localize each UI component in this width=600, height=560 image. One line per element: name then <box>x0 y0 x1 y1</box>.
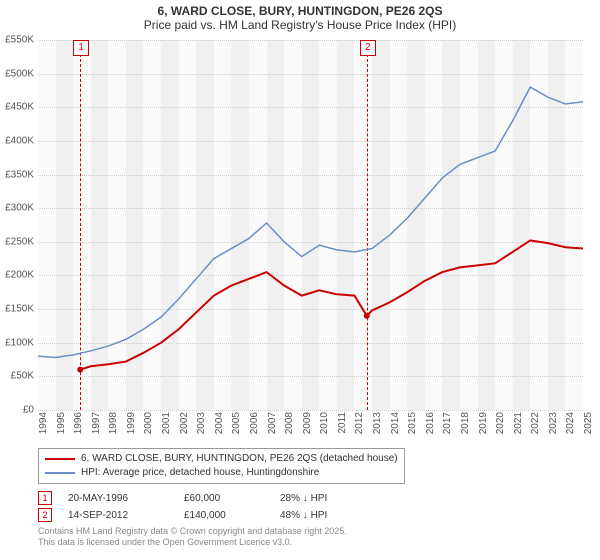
x-tick-label: 2005 <box>231 412 242 434</box>
x-tick-label: 2014 <box>390 412 401 434</box>
x-tick-label: 2004 <box>214 412 225 434</box>
x-tick-label: 1997 <box>91 412 102 434</box>
title-block: 6, WARD CLOSE, BURY, HUNTINGDON, PE26 2Q… <box>0 0 600 34</box>
tx-marker: 2 <box>38 508 52 522</box>
y-tick-label: £200K <box>0 270 34 281</box>
footnote-line2: This data is licensed under the Open Gov… <box>38 537 583 548</box>
x-tick-label: 2012 <box>354 412 365 434</box>
x-tick-label: 2003 <box>196 412 207 434</box>
x-tick-label: 2001 <box>161 412 172 434</box>
x-tick-label: 2013 <box>372 412 383 434</box>
title-line2: Price paid vs. HM Land Registry's House … <box>0 18 600 32</box>
y-tick-label: £150K <box>0 304 34 315</box>
series-property <box>80 240 583 369</box>
x-tick-label: 2022 <box>530 412 541 434</box>
x-tick-label: 1998 <box>108 412 119 434</box>
title-line1: 6, WARD CLOSE, BURY, HUNTINGDON, PE26 2Q… <box>0 4 600 18</box>
x-tick-label: 2010 <box>319 412 330 434</box>
x-tick-label: 2016 <box>425 412 436 434</box>
x-tick-label: 2019 <box>478 412 489 434</box>
y-tick-label: £50K <box>0 371 34 382</box>
y-tick-label: £450K <box>0 102 34 113</box>
x-tick-label: 2018 <box>460 412 471 434</box>
swatch-hpi <box>45 472 75 474</box>
y-tick-label: £400K <box>0 135 34 146</box>
legend-footer: 6, WARD CLOSE, BURY, HUNTINGDON, PE26 2Q… <box>38 448 583 548</box>
y-tick-label: £550K <box>0 35 34 46</box>
tx-date: 20-MAY-1996 <box>68 493 168 504</box>
x-tick-label: 1995 <box>56 412 67 434</box>
swatch-property <box>45 458 75 460</box>
x-tick-label: 2007 <box>267 412 278 434</box>
footnote-line1: Contains HM Land Registry data © Crown c… <box>38 526 583 537</box>
tx-marker: 1 <box>38 491 52 505</box>
y-tick-label: £500K <box>0 68 34 79</box>
tx-date: 14-SEP-2012 <box>68 510 168 521</box>
x-tick-label: 2008 <box>284 412 295 434</box>
legend-label-hpi: HPI: Average price, detached house, Hunt… <box>81 466 319 480</box>
x-tick-label: 1996 <box>73 412 84 434</box>
legend-label-property: 6, WARD CLOSE, BURY, HUNTINGDON, PE26 2Q… <box>81 452 398 466</box>
x-tick-label: 2000 <box>143 412 154 434</box>
legend-row-hpi: HPI: Average price, detached house, Hunt… <box>45 466 398 480</box>
x-tick-label: 2025 <box>583 412 594 434</box>
chart-lines <box>38 40 583 410</box>
x-tick-label: 2021 <box>513 412 524 434</box>
tx-price: £140,000 <box>184 510 264 521</box>
chart-container: 6, WARD CLOSE, BURY, HUNTINGDON, PE26 2Q… <box>0 0 600 560</box>
x-tick-label: 1999 <box>126 412 137 434</box>
y-tick-label: £300K <box>0 203 34 214</box>
series-hpi <box>38 87 583 357</box>
legend-row-property: 6, WARD CLOSE, BURY, HUNTINGDON, PE26 2Q… <box>45 452 398 466</box>
sale-dot-2 <box>364 313 370 319</box>
tx-delta: 48% ↓ HPI <box>280 510 327 521</box>
y-tick-label: £250K <box>0 236 34 247</box>
x-tick-label: 2009 <box>302 412 313 434</box>
x-tick-label: 2011 <box>337 412 348 434</box>
transaction-row: 1 20-MAY-1996 £60,000 28% ↓ HPI <box>38 491 583 505</box>
y-tick-label: £350K <box>0 169 34 180</box>
tx-price: £60,000 <box>184 493 264 504</box>
x-tick-label: 2017 <box>442 412 453 434</box>
x-tick-label: 2002 <box>179 412 190 434</box>
tx-delta: 28% ↓ HPI <box>280 493 327 504</box>
footnote: Contains HM Land Registry data © Crown c… <box>38 526 583 548</box>
x-tick-label: 1994 <box>38 412 49 434</box>
transaction-row: 2 14-SEP-2012 £140,000 48% ↓ HPI <box>38 508 583 522</box>
y-tick-label: £0 <box>0 405 34 416</box>
x-tick-label: 2020 <box>495 412 506 434</box>
sale-dot-1 <box>77 367 83 373</box>
transaction-rows: 1 20-MAY-1996 £60,000 28% ↓ HPI 2 14-SEP-2012… <box>38 491 583 522</box>
x-tick-label: 2006 <box>249 412 260 434</box>
x-tick-label: 2024 <box>565 412 576 434</box>
legend-box: 6, WARD CLOSE, BURY, HUNTINGDON, PE26 2Q… <box>38 448 405 484</box>
y-tick-label: £100K <box>0 337 34 348</box>
x-tick-label: 2023 <box>548 412 559 434</box>
chart-area: 12 £0£50K£100K£150K£200K£250K£300K£350K£… <box>38 40 583 410</box>
x-tick-label: 2015 <box>407 412 418 434</box>
